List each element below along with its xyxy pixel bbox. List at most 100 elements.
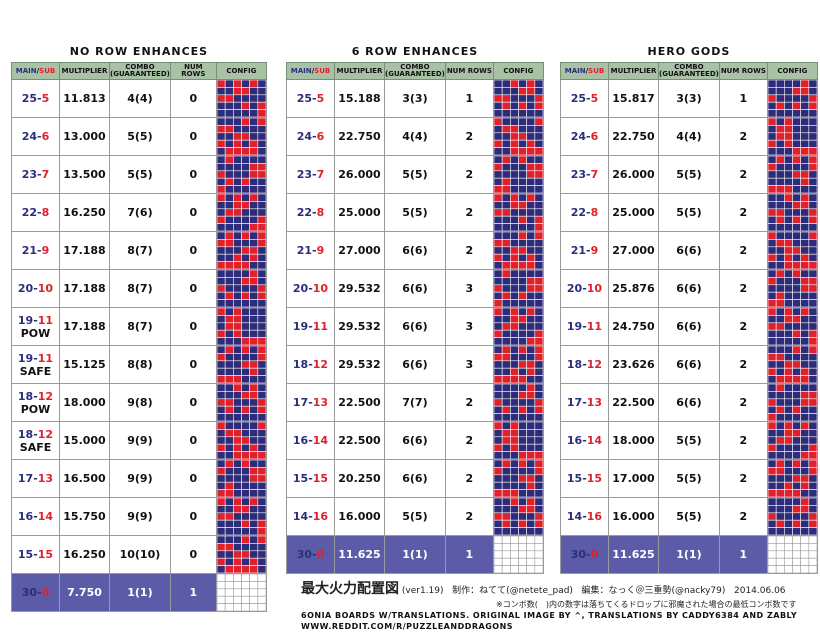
orb bbox=[249, 177, 258, 186]
orb bbox=[257, 467, 266, 476]
orb bbox=[518, 391, 527, 400]
main-sub-cell: 22-8 bbox=[286, 193, 335, 232]
enhance-table: MAIN/SUB MULTIPLIER COMBO (GUARANTEED) NUM R… bbox=[560, 62, 818, 574]
num-rows-cell: 2 bbox=[444, 117, 494, 156]
main-sub-cell: 15-15 bbox=[11, 535, 60, 574]
orb bbox=[783, 527, 793, 535]
orb bbox=[783, 422, 793, 430]
orb bbox=[526, 261, 535, 269]
multiplier-cell: 26.000 bbox=[334, 155, 385, 194]
orb bbox=[216, 239, 226, 248]
orb bbox=[775, 132, 785, 141]
combo-cell: 7(6) bbox=[109, 193, 171, 232]
orb bbox=[249, 405, 258, 414]
orb bbox=[767, 375, 777, 383]
orb bbox=[249, 543, 258, 552]
orb bbox=[257, 315, 266, 324]
table-row: 25-5 11.813 4(4) 0 bbox=[11, 79, 267, 118]
orb bbox=[526, 519, 535, 528]
orb bbox=[534, 460, 543, 468]
orb bbox=[808, 398, 817, 407]
orb bbox=[775, 125, 785, 134]
orb bbox=[775, 177, 785, 186]
orb bbox=[792, 337, 801, 345]
orb bbox=[232, 527, 242, 535]
orb-board bbox=[216, 498, 266, 535]
orb bbox=[501, 232, 511, 240]
orb bbox=[501, 505, 511, 514]
orb bbox=[224, 375, 234, 383]
orb bbox=[257, 422, 266, 430]
orb bbox=[224, 536, 234, 544]
orb bbox=[249, 125, 258, 134]
orb bbox=[257, 375, 266, 383]
orb bbox=[800, 322, 809, 331]
orb bbox=[808, 194, 817, 202]
orb bbox=[249, 308, 258, 316]
orb-board bbox=[493, 80, 543, 117]
multiplier-cell: 17.188 bbox=[59, 269, 110, 308]
orb bbox=[232, 557, 242, 566]
orb bbox=[800, 156, 809, 164]
orb bbox=[249, 118, 258, 126]
orb bbox=[257, 436, 266, 445]
orb bbox=[249, 519, 258, 528]
combo-cell: 1(1) bbox=[109, 573, 171, 612]
num-rows-cell: 2 bbox=[718, 383, 768, 422]
orb bbox=[808, 467, 817, 476]
orb bbox=[249, 512, 258, 521]
multiplier-cell: 25.876 bbox=[608, 269, 659, 308]
orb bbox=[792, 422, 801, 430]
orb bbox=[501, 460, 511, 468]
orb bbox=[501, 299, 511, 307]
orb bbox=[534, 367, 543, 376]
table-row: 19-11 POW 17.188 8(7) 0 bbox=[11, 307, 267, 346]
orb bbox=[501, 80, 511, 88]
orb bbox=[800, 527, 809, 535]
orb bbox=[518, 291, 527, 300]
orb bbox=[775, 232, 785, 240]
num-rows-cell: 2 bbox=[718, 269, 768, 308]
orb bbox=[493, 353, 503, 362]
orb bbox=[257, 565, 266, 573]
orb bbox=[767, 284, 777, 293]
orb bbox=[800, 147, 809, 155]
orb bbox=[493, 291, 503, 300]
orb bbox=[526, 460, 535, 468]
orb-board bbox=[493, 384, 543, 421]
orb bbox=[783, 80, 793, 88]
multiplier-cell: 15.125 bbox=[59, 345, 110, 384]
orb bbox=[800, 557, 809, 566]
col-config: CONFIG bbox=[215, 62, 267, 80]
orb bbox=[808, 253, 817, 262]
orb bbox=[518, 565, 527, 573]
orb bbox=[800, 94, 809, 103]
orb bbox=[257, 147, 266, 155]
multiplier-cell: 17.188 bbox=[59, 231, 110, 270]
config-cell bbox=[215, 79, 267, 118]
config-cell bbox=[766, 117, 818, 156]
orb bbox=[241, 603, 250, 611]
orb bbox=[783, 337, 793, 345]
orb bbox=[232, 329, 242, 338]
orb bbox=[241, 581, 250, 590]
orb bbox=[249, 163, 258, 172]
orb bbox=[783, 375, 793, 383]
orb bbox=[249, 284, 258, 293]
orb bbox=[232, 253, 242, 262]
orb bbox=[767, 291, 777, 300]
orb bbox=[509, 353, 519, 362]
config-cell bbox=[766, 79, 818, 118]
num-rows-cell: 3 bbox=[444, 345, 494, 384]
orb bbox=[249, 367, 258, 376]
orb bbox=[800, 215, 809, 224]
orb bbox=[767, 443, 777, 452]
orb bbox=[775, 375, 785, 383]
orb bbox=[509, 375, 519, 383]
table-row: 23-7 26.000 5(5) 2 bbox=[286, 155, 544, 194]
orb bbox=[509, 80, 519, 88]
orb bbox=[783, 429, 793, 438]
config-cell bbox=[766, 155, 818, 194]
orb bbox=[808, 201, 817, 210]
orb bbox=[249, 101, 258, 110]
